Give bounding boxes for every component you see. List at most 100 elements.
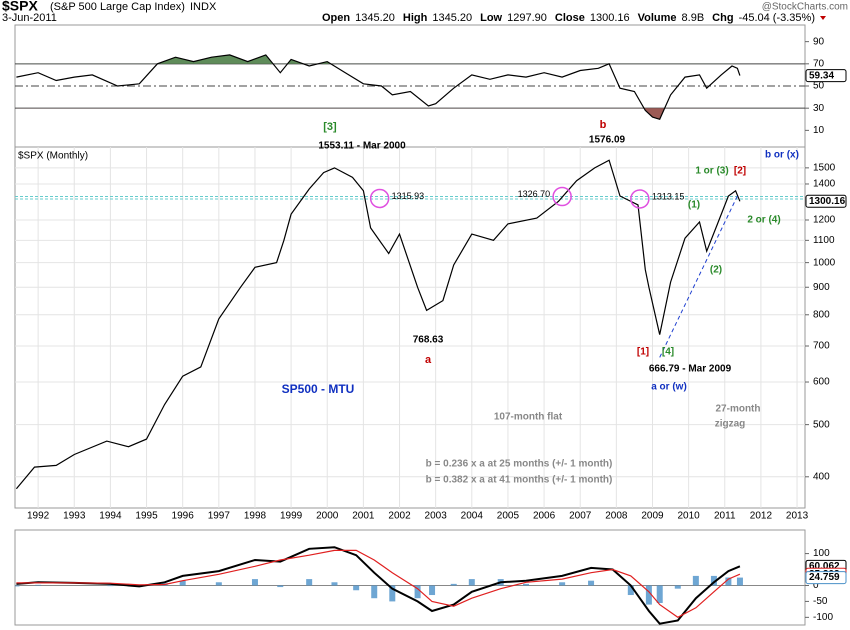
level-label: 1313.15	[652, 191, 685, 201]
y-tick-label: 100	[813, 548, 830, 559]
histogram-bar	[277, 585, 284, 588]
histogram-bar	[656, 585, 663, 604]
x-tick-label: 2007	[569, 511, 592, 522]
histogram-bar	[414, 585, 421, 599]
annotation: a	[425, 354, 432, 366]
histogram-bar	[450, 583, 457, 586]
histogram-bar	[627, 585, 634, 596]
x-tick-label: 1992	[27, 511, 50, 522]
histogram-bar	[331, 582, 338, 586]
histogram-bar	[389, 585, 396, 602]
histogram-bar	[179, 580, 186, 586]
x-tick-label: 2009	[641, 511, 664, 522]
annotation: 107-month flat	[494, 412, 563, 423]
panel-frame	[14, 146, 806, 509]
x-tick-label: 2002	[388, 511, 411, 522]
x-tick-label: 1998	[244, 511, 267, 522]
panel	[15, 54, 805, 121]
annotation: 1553.11 - Mar 2000	[318, 141, 406, 152]
y-tick-label: 1200	[813, 215, 836, 226]
histogram-bar	[710, 575, 717, 586]
field-value: 1300.16	[590, 12, 630, 24]
level-label: 1315.93	[392, 191, 425, 201]
y-tick-label: 400	[813, 471, 830, 482]
annotation: [3]	[323, 121, 337, 133]
field-value: 8.9B	[682, 12, 705, 24]
annotation: [1]	[637, 347, 649, 358]
index-name: (S&P 500 Large Cap Index)	[50, 1, 185, 13]
y-tick-label: 1100	[813, 235, 835, 246]
field-label: Open	[322, 12, 350, 24]
y-tick-label: 800	[813, 309, 830, 320]
y-tick-label: 0	[813, 580, 819, 591]
field-value: 1297.90	[507, 12, 547, 24]
overbought-fill	[157, 54, 610, 64]
annotation: 768.63	[413, 335, 444, 346]
panel-frame	[14, 529, 806, 626]
macd-line	[16, 546, 741, 625]
histogram-bar	[15, 585, 20, 587]
annotation: zigzag	[715, 419, 746, 430]
annotation: SP500 - MTU	[282, 382, 355, 396]
histogram-bar	[306, 579, 313, 586]
annotation: (2)	[710, 265, 722, 276]
x-tick-label: 2010	[678, 511, 701, 522]
y-tick-label: -50	[813, 596, 828, 607]
histogram-bar	[468, 579, 475, 586]
annotation: b	[600, 119, 607, 131]
field-value: -45.04 (-3.35%)	[739, 12, 815, 24]
value-label: 1300.16	[809, 196, 846, 207]
macd-line	[16, 549, 741, 619]
field-label: Chg	[712, 12, 733, 24]
x-tick-label: 1994	[99, 511, 122, 522]
down-arrow	[820, 16, 826, 20]
y-tick-label: 10	[813, 125, 825, 136]
level-circle	[630, 189, 650, 209]
histogram-bar	[674, 585, 681, 589]
level-circle	[369, 188, 390, 209]
level-circle	[552, 186, 572, 207]
y-tick-label: 900	[813, 282, 830, 293]
x-tick-label: 2005	[497, 511, 520, 522]
x-tick-label: 2004	[461, 511, 484, 522]
annotation: 1576.09	[589, 135, 626, 146]
field-label: Volume	[638, 12, 677, 24]
field-label: Low	[480, 12, 502, 24]
annotation: 27-month	[716, 404, 761, 415]
histogram-bar	[429, 585, 436, 596]
annotation: (1)	[688, 200, 700, 211]
y-tick-label: 50	[813, 81, 825, 92]
histogram-bar	[215, 582, 222, 586]
field-label: Close	[555, 12, 585, 24]
x-tick-label: 1995	[135, 511, 158, 522]
value-box	[805, 194, 847, 208]
x-tick-label: 2012	[750, 511, 773, 522]
value-label: 60.062	[809, 561, 840, 572]
histogram-bar	[645, 585, 652, 605]
value-box	[805, 69, 847, 83]
x-tick-label: 2003	[425, 511, 448, 522]
watermark: @StockCharts.com	[762, 2, 848, 13]
x-tick-label: 2013	[786, 511, 809, 522]
panel	[15, 546, 805, 625]
annotation: 1 or (3)	[695, 166, 728, 177]
y-tick-label: 1000	[813, 257, 836, 268]
x-tick-label: 1997	[208, 511, 231, 522]
panel-title: $SPX (Monthly)	[18, 151, 88, 162]
field-value: 1345.20	[432, 12, 472, 24]
trendline	[659, 195, 738, 358]
y-tick-label: 1500	[813, 162, 836, 173]
value-box	[805, 571, 847, 585]
field-label: High	[403, 12, 428, 24]
histogram-bar	[371, 585, 378, 599]
value-label: 59.34	[809, 70, 834, 81]
x-tick-label: 1999	[280, 511, 303, 522]
x-tick-label: 2008	[605, 511, 628, 522]
y-tick-label: 700	[813, 341, 830, 352]
histogram-bar	[725, 577, 732, 586]
x-tick-label: 2011	[714, 511, 736, 522]
y-tick-label: 30	[813, 103, 825, 114]
annotation: b = 0.236 x a at 25 months (+/- 1 month)	[426, 459, 613, 470]
date: 3-Jun-2011	[2, 12, 57, 24]
